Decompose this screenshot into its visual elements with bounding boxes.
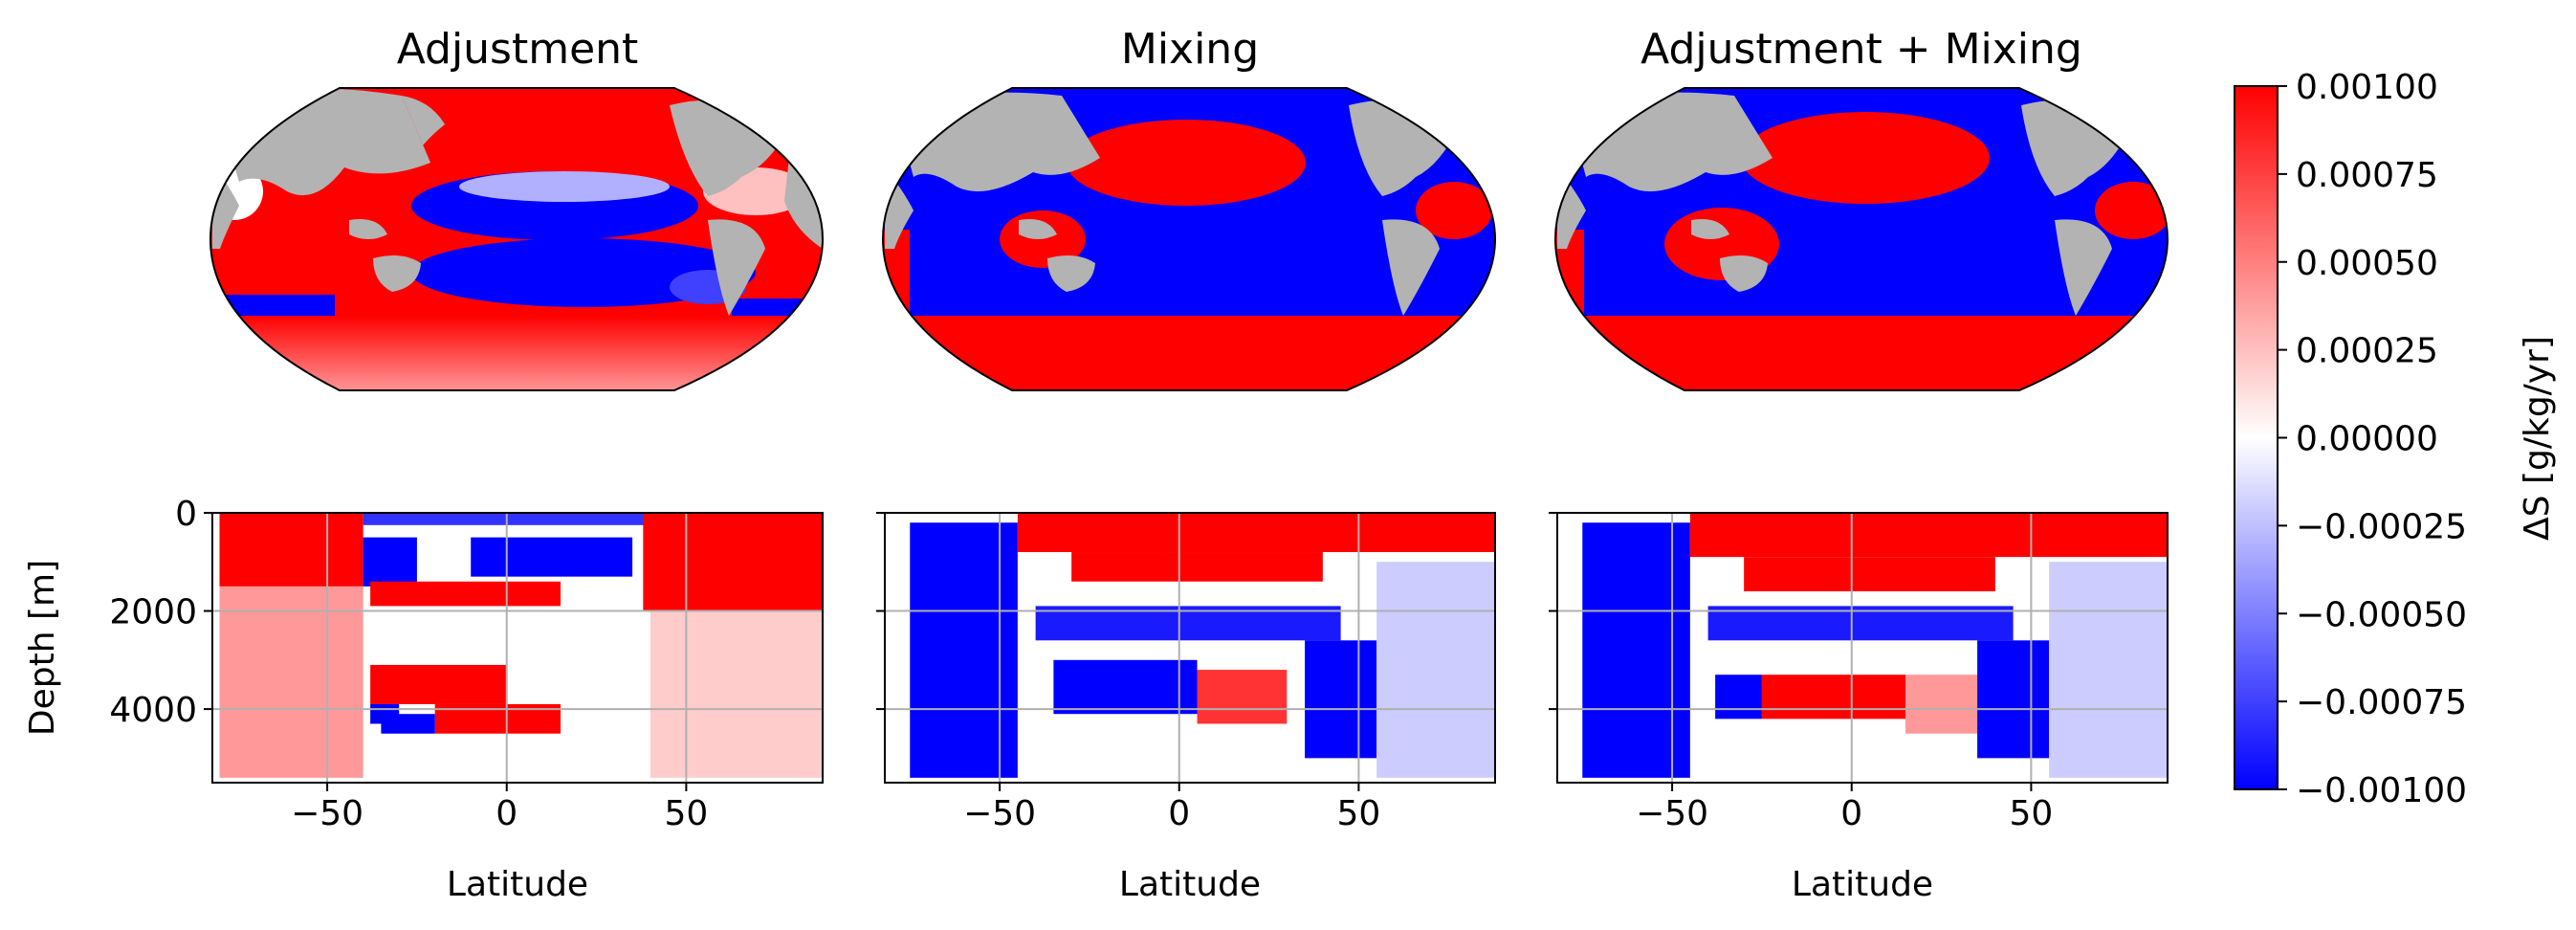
map-anomaly-patch	[1555, 316, 2168, 390]
x-tick-label: −50	[963, 794, 1036, 833]
colorbar-label: ΔS [g/kg/yr]	[2518, 336, 2557, 541]
map-southern-ocean-shading	[210, 316, 823, 390]
x-tick-label: 0	[1168, 794, 1190, 833]
heatmap-cell	[910, 522, 1018, 778]
heatmap-cell	[1197, 670, 1288, 724]
x-axis-label: Latitude	[1792, 865, 1933, 904]
map-anomaly-patch	[411, 238, 756, 307]
section-field	[1557, 513, 2168, 783]
heatmap-cell	[1582, 522, 1690, 778]
map-land-south-america	[1382, 219, 1440, 316]
heatmap-cell	[1305, 640, 1377, 759]
y-tick-label: 0	[175, 495, 197, 534]
x-axis-label: Latitude	[447, 865, 588, 904]
section-frame	[884, 512, 1496, 784]
heatmap-cell	[370, 664, 507, 704]
map-adjustment	[209, 87, 825, 391]
panel-title-adjustment: Adjustment	[397, 25, 639, 74]
heatmap-cell	[1905, 675, 1978, 734]
section-frame	[1556, 512, 2169, 784]
heatmap-cell	[1977, 640, 2050, 759]
x-axis-label: Latitude	[1119, 865, 1261, 904]
colorbar-ticks: 0.00100 0.00075 0.00050 0.00025 0.00000 −0.00…	[2278, 68, 2467, 810]
section-mixing: −50 0 50 Latitude	[876, 512, 1496, 904]
x-tick-label: −50	[291, 794, 363, 833]
map-outline	[881, 87, 1497, 391]
map-land-australia	[1047, 255, 1095, 292]
map-anomaly-patch	[210, 295, 335, 316]
map-land-maritime	[1691, 219, 1729, 239]
map-anomaly-patch	[883, 316, 1495, 390]
x-tick-label: 50	[1336, 794, 1380, 833]
heatmap-cell	[1071, 552, 1323, 582]
heatmap-cell	[363, 537, 417, 587]
heatmap-cell	[1744, 557, 1995, 592]
colorbar-tick-label: 0.00075	[2296, 156, 2438, 195]
map-land-australia	[373, 255, 421, 292]
colorbar: 0.00100 0.00075 0.00050 0.00025 0.00000 −0.00…	[2234, 68, 2557, 810]
heatmap-cell	[471, 537, 633, 577]
y-axis-label: Depth [m]	[23, 560, 62, 736]
colorbar-tick-label: −0.00100	[2296, 771, 2467, 810]
map-land-maritime	[1019, 219, 1057, 239]
map-anomaly-patch	[2095, 182, 2168, 239]
x-tick-label: 50	[2009, 794, 2053, 833]
colorbar-tick-label: 0.00000	[2296, 420, 2438, 459]
map-anomaly-patch	[459, 171, 670, 202]
heatmap-cell	[1761, 675, 1906, 720]
x-tick-label: 50	[664, 794, 708, 833]
colorbar-tick-label: 0.00050	[2296, 244, 2438, 283]
heatmap-cell	[643, 513, 823, 611]
colorbar-tick-label: −0.00025	[2296, 507, 2467, 546]
section-field	[885, 513, 1495, 783]
heatmap-cell	[381, 714, 435, 734]
map-outline	[1553, 87, 2169, 391]
map-land-maritime	[349, 219, 387, 239]
colorbar-gradient	[2234, 85, 2279, 790]
heatmap-cell	[1053, 659, 1198, 715]
heatmap-cell	[650, 610, 823, 778]
heatmap-cell	[1376, 562, 1495, 778]
y-tick-label: 4000	[109, 691, 197, 730]
map-land-south-america	[2055, 219, 2112, 316]
map-mixing	[881, 87, 1497, 391]
map-anomaly-patch	[234, 210, 340, 268]
colorbar-tick-label: −0.00050	[2296, 595, 2467, 634]
section-adjustment-plus-mixing: −50 0 50 Latitude	[1549, 512, 2169, 904]
map-outline	[209, 87, 825, 391]
map-anomaly-patch	[1741, 112, 1990, 204]
colorbar-tick-label: −0.00075	[2296, 683, 2467, 722]
section-adjustment: −50 0 50 0 2000 4000 Latitude Depth [m]	[23, 495, 824, 904]
x-tick-label: 0	[495, 794, 517, 833]
panel-title-mixing: Mixing	[1121, 25, 1259, 74]
map-land-australia	[1720, 255, 1768, 292]
heatmap-cell	[219, 513, 363, 587]
map-land-south-america	[708, 219, 765, 316]
map-land-eurasia	[402, 96, 445, 163]
map-adjustment-plus-mixing	[1553, 87, 2169, 391]
section-field	[212, 513, 823, 783]
map-anomaly-patch	[1416, 182, 1492, 239]
map-anomaly-patch	[1067, 120, 1306, 206]
heatmap-cell	[219, 586, 363, 778]
x-tick-label: 0	[1840, 794, 1862, 833]
heatmap-cell	[1017, 513, 1495, 553]
heatmap-cell	[1715, 675, 1762, 720]
section-frame	[211, 512, 824, 784]
colorbar-tick-label: 0.00025	[2296, 332, 2438, 371]
colorbar-tick-label: 0.00100	[2296, 68, 2438, 107]
y-tick-label: 2000	[109, 593, 197, 632]
heatmap-cell	[370, 581, 561, 607]
panel-title-adjustment-plus-mixing: Adjustment + Mixing	[1640, 25, 2082, 74]
heatmap-cell	[1689, 513, 2168, 558]
x-tick-label: −50	[1636, 794, 1708, 833]
map-anomaly-patch	[732, 299, 823, 316]
heatmap-cell	[2049, 562, 2168, 778]
